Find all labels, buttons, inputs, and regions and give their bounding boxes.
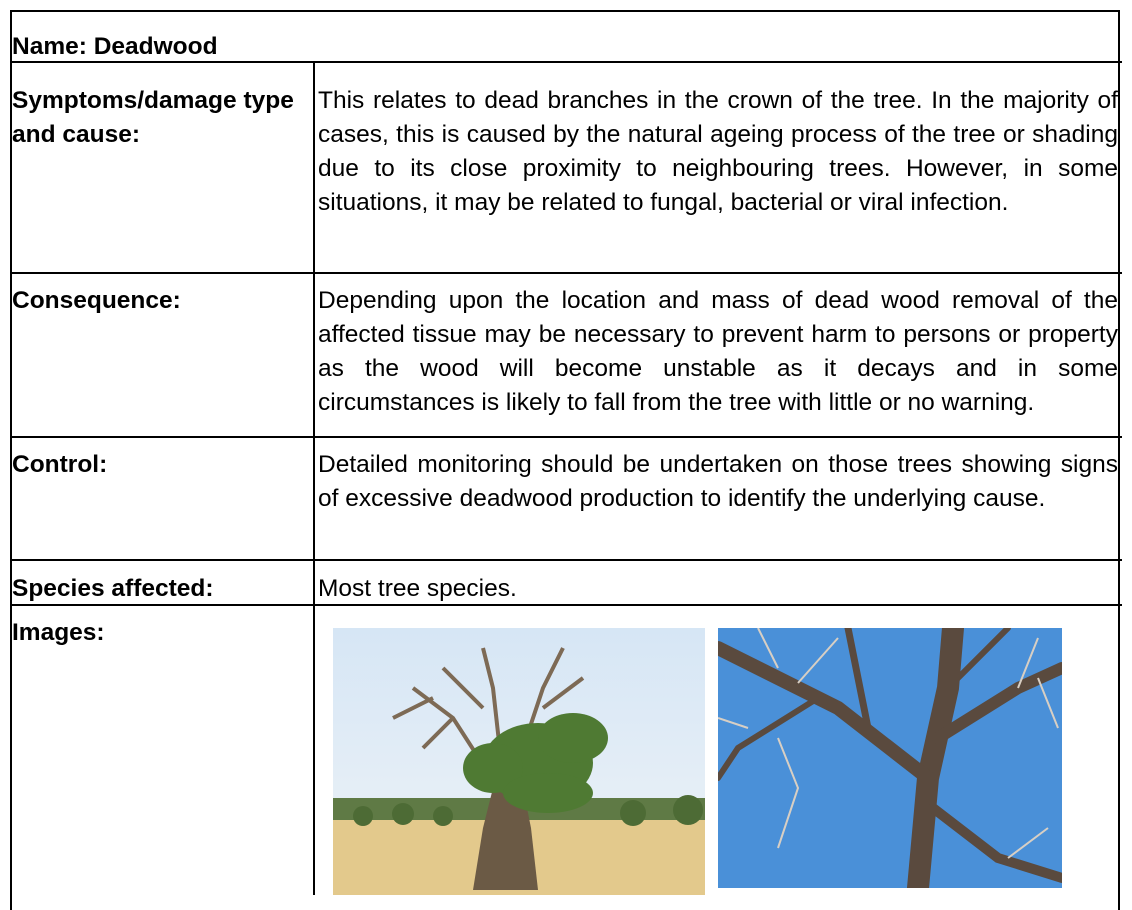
- row-divider: [10, 559, 1122, 561]
- column-divider: [313, 62, 315, 895]
- row-label: Symptoms/damage type and cause:: [12, 87, 294, 148]
- row-text: Detailed monitoring should be undertaken…: [318, 451, 1118, 512]
- row-text: This relates to dead branches in the cro…: [318, 87, 1118, 216]
- row-divider: [10, 272, 1122, 274]
- row-label: Species affected:: [12, 575, 214, 602]
- row-divider: [10, 61, 1122, 63]
- table: [10, 10, 1120, 910]
- row-label: Consequence:: [12, 287, 181, 314]
- tree-photo: [333, 628, 705, 895]
- row-divider: [10, 436, 1122, 438]
- branches-photo: [718, 628, 1062, 888]
- row-divider: [10, 604, 1122, 606]
- table-title: Name: Deadwood: [12, 33, 218, 60]
- row-text: Most tree species.: [318, 575, 517, 602]
- row-label: Images:: [12, 619, 105, 646]
- row-text: Depending upon the location and mass of …: [318, 287, 1118, 416]
- row-label: Control:: [12, 451, 108, 478]
